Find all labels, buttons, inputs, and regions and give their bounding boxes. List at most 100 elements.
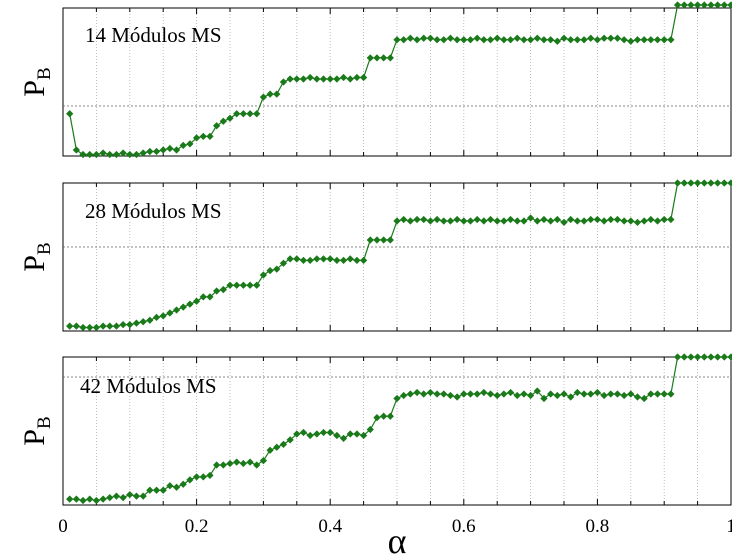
data-point [253, 110, 261, 118]
y-axis-label-subscript: B [34, 67, 55, 80]
data-point [266, 446, 274, 454]
data-point [359, 256, 368, 265]
data-point [192, 473, 201, 481]
data-point [413, 36, 421, 44]
data-point [573, 36, 581, 44]
data-point [660, 36, 668, 44]
data-point [246, 110, 254, 118]
data-point [146, 147, 154, 156]
panel-title: 14 Módulos MS [85, 23, 222, 47]
data-point [480, 36, 488, 44]
panel-title: 42 Módulos MS [80, 374, 217, 398]
data-point [393, 394, 401, 403]
data-point [673, 179, 682, 187]
data-point [526, 214, 535, 222]
data-point [600, 34, 608, 42]
data-point [567, 215, 575, 224]
data-point [607, 215, 615, 224]
data-point [339, 73, 348, 82]
data-point [92, 323, 101, 332]
data-point [226, 281, 234, 289]
data-point [600, 391, 608, 400]
data-point [306, 431, 314, 440]
data-point [326, 75, 334, 83]
data-point [567, 393, 575, 401]
data-point [266, 266, 274, 275]
data-point [239, 281, 247, 289]
data-point [714, 1, 722, 9]
data-point [72, 322, 80, 330]
data-point [353, 73, 361, 82]
x-tick-label: 0.6 [452, 516, 476, 537]
data-point [226, 114, 234, 122]
data-point [673, 1, 682, 9]
data-point [547, 36, 555, 44]
data-point [159, 312, 167, 320]
data-point [213, 122, 221, 130]
data-point [727, 353, 732, 361]
data-point [627, 37, 635, 45]
data-point [266, 90, 274, 98]
data-point [473, 215, 481, 224]
data-point [199, 293, 207, 301]
data-point [179, 303, 187, 311]
data-point [533, 34, 541, 42]
data-point [693, 1, 702, 9]
data-point [359, 73, 368, 82]
data-point [366, 236, 374, 244]
data-point [553, 37, 561, 45]
data-point [166, 309, 174, 317]
data-point [246, 458, 254, 466]
data-point [233, 458, 241, 466]
data-point [119, 320, 127, 329]
data-point [426, 217, 435, 225]
data-point [526, 36, 535, 44]
data-point [466, 217, 475, 225]
data-point [159, 486, 167, 494]
data-point [279, 440, 288, 448]
data-point [213, 287, 221, 295]
data-point [486, 390, 495, 398]
data-point [386, 54, 394, 62]
data-point [406, 390, 414, 398]
data-point [720, 179, 728, 187]
data-point [159, 146, 167, 154]
data-point [313, 75, 321, 83]
data-point [633, 36, 642, 44]
series-line [69, 182, 731, 329]
data-point [373, 54, 381, 62]
data-point [453, 393, 461, 401]
data-point [126, 320, 134, 329]
data-point [553, 215, 561, 224]
data-point [560, 390, 568, 398]
x-tick-label: 0.8 [586, 516, 610, 537]
data-point [693, 179, 702, 187]
data-point [493, 217, 501, 225]
data-point [433, 390, 441, 398]
data-point [306, 256, 314, 265]
data-point [293, 255, 301, 263]
data-point [366, 54, 374, 62]
data-point [720, 1, 728, 9]
data-point [547, 217, 555, 225]
data-point [540, 36, 548, 44]
data-point [593, 36, 602, 44]
data-point [506, 388, 515, 397]
data-point [346, 75, 354, 83]
data-point [299, 75, 308, 83]
data-point [553, 391, 561, 400]
data-point [693, 353, 702, 361]
x-tick-label: 0 [58, 516, 68, 537]
data-point [500, 36, 508, 44]
data-point [273, 443, 281, 451]
data-point [139, 492, 147, 500]
data-point [593, 388, 602, 397]
data-point [627, 390, 635, 398]
data-point [573, 388, 581, 397]
data-point [112, 492, 121, 500]
data-point [680, 353, 688, 361]
data-point [112, 150, 121, 159]
y-axis-label-main: P [18, 80, 51, 97]
data-point [653, 36, 662, 44]
